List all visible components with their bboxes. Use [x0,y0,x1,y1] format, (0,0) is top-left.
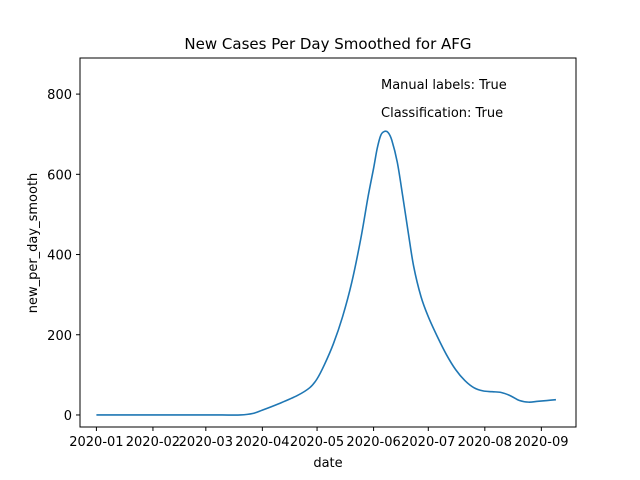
y-axis-label: new_per_day_smooth [26,173,41,314]
y-tick-label: 800 [47,88,72,103]
series-layer [96,130,557,416]
x-axis-label: date [313,456,342,471]
x-tick-label: 2020-07 [401,435,455,450]
y-tick-label: 400 [47,249,72,264]
x-tick-label: 2020-05 [290,435,344,450]
y-axis: 0 200 400 600 800 [47,88,80,424]
x-tick-label: 2020-04 [235,435,289,450]
plot-frame [79,57,577,428]
x-tick-label: 2020-02 [126,435,180,450]
series-line [96,130,557,416]
chart-title: New Cases Per Day Smoothed for AFG [184,35,471,53]
x-tick-label: 2020-06 [346,435,400,450]
x-tick-label: 2020-08 [458,435,512,450]
plot-area [79,57,577,428]
y-tick-label: 600 [47,168,72,183]
x-tick-label: 2020-01 [69,435,123,450]
annotation-classification: Classification: True [381,106,503,121]
annotation-manual-labels: Manual labels: True [381,78,507,93]
y-tick-label: 200 [47,329,72,344]
y-tick-label: 0 [64,409,72,424]
x-tick-label: 2020-03 [179,435,233,450]
x-tick-label: 2020-09 [514,435,568,450]
